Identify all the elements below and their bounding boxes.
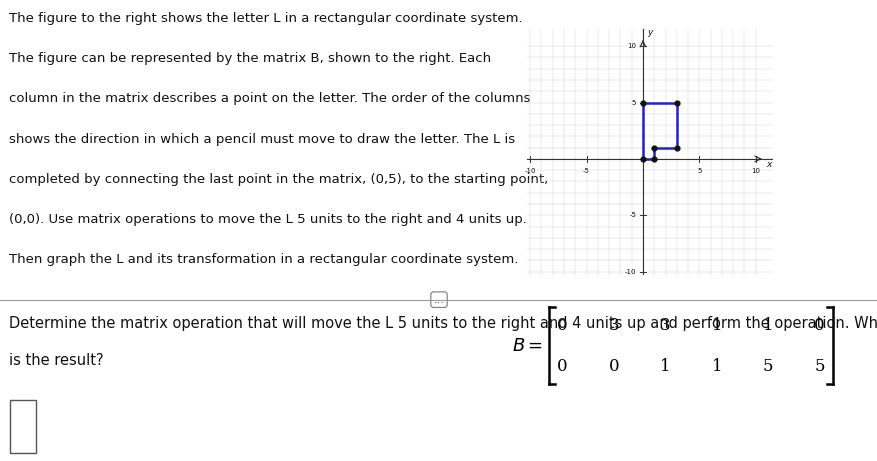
Text: Then graph the L and its transformation in a rectangular coordinate system.: Then graph the L and its transformation … <box>9 253 517 266</box>
Text: 10: 10 <box>751 168 759 174</box>
Point <box>635 99 649 106</box>
Text: -5: -5 <box>582 168 589 174</box>
Text: is the result?: is the result? <box>9 353 103 368</box>
Point <box>669 99 683 106</box>
Text: y: y <box>646 28 652 37</box>
Text: 3: 3 <box>660 317 670 334</box>
Text: shows the direction in which a pencil must move to draw the letter. The L is: shows the direction in which a pencil mu… <box>9 133 514 146</box>
Text: 1: 1 <box>710 358 721 374</box>
Text: 5: 5 <box>813 358 824 374</box>
Text: 0: 0 <box>557 317 567 334</box>
Text: column in the matrix describes a point on the letter. The order of the columns: column in the matrix describes a point o… <box>9 92 530 106</box>
Point <box>646 155 660 163</box>
Point <box>669 144 683 151</box>
Point <box>635 155 649 163</box>
Text: -5: -5 <box>629 212 636 218</box>
Text: 5: 5 <box>762 358 773 374</box>
Text: -10: -10 <box>624 269 636 275</box>
Text: 1: 1 <box>660 358 670 374</box>
Text: 5: 5 <box>631 100 636 106</box>
Text: completed by connecting the last point in the matrix, (0,5), to the starting poi: completed by connecting the last point i… <box>9 173 547 186</box>
Point <box>646 144 660 151</box>
Text: The figure to the right shows the letter L in a rectangular coordinate system.: The figure to the right shows the letter… <box>9 12 522 25</box>
FancyBboxPatch shape <box>11 400 36 454</box>
Text: 10: 10 <box>626 43 636 49</box>
Text: 0: 0 <box>608 358 618 374</box>
Text: Determine the matrix operation that will move the L 5 units to the right and 4 u: Determine the matrix operation that will… <box>9 316 877 331</box>
Text: 0: 0 <box>813 317 824 334</box>
Text: $B=$: $B=$ <box>511 337 542 355</box>
Text: -10: -10 <box>524 168 535 174</box>
Text: 1: 1 <box>762 317 773 334</box>
Text: 0: 0 <box>557 358 567 374</box>
Text: (0,0). Use matrix operations to move the L 5 units to the right and 4 units up.: (0,0). Use matrix operations to move the… <box>9 213 526 226</box>
Text: x: x <box>766 160 771 169</box>
Text: 3: 3 <box>608 317 618 334</box>
Text: The figure can be represented by the matrix B, shown to the right. Each: The figure can be represented by the mat… <box>9 52 490 65</box>
Text: 5: 5 <box>696 168 701 174</box>
Text: ...: ... <box>433 295 444 305</box>
Text: 1: 1 <box>710 317 721 334</box>
